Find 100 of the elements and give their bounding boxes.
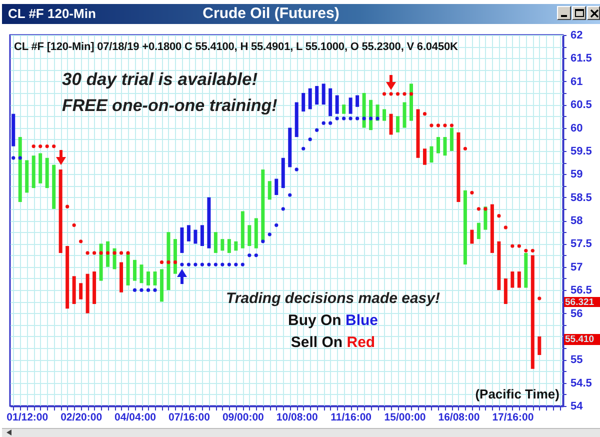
- bar: [423, 148, 426, 165]
- point: [234, 262, 238, 266]
- point: [173, 260, 178, 264]
- y-tick-label: 59.5: [570, 145, 592, 158]
- x-tick-label: 11/16:00: [330, 412, 372, 424]
- point: [476, 207, 481, 211]
- bar: [274, 178, 278, 195]
- bar: [470, 230, 474, 244]
- bar: [524, 252, 528, 288]
- bar: [490, 204, 494, 253]
- point: [356, 116, 360, 120]
- point: [52, 144, 56, 148]
- point: [79, 240, 83, 244]
- bar: [268, 181, 272, 200]
- point: [274, 223, 278, 227]
- point: [315, 128, 319, 132]
- annotation: 30 day trial is available!: [62, 69, 258, 90]
- bar: [530, 255, 534, 369]
- point: [504, 226, 508, 230]
- bar: [315, 86, 319, 105]
- point: [248, 253, 252, 258]
- point: [45, 144, 49, 148]
- point: [396, 92, 400, 96]
- x-tick-label: 10/08:00: [276, 412, 318, 424]
- bar: [450, 128, 454, 151]
- point: [240, 262, 244, 266]
- point: [207, 262, 211, 266]
- bar: [402, 102, 406, 128]
- point: [463, 146, 468, 150]
- point: [430, 124, 434, 128]
- annotation: Buy On Blue: [288, 312, 378, 329]
- bar: [92, 272, 96, 304]
- point: [524, 248, 528, 252]
- point: [335, 116, 339, 120]
- point: [450, 124, 454, 128]
- x-tick-label: 01/12:00: [6, 412, 48, 424]
- bar: [45, 158, 49, 188]
- point: [362, 116, 366, 120]
- y-tick-label: 56: [570, 308, 583, 320]
- y-tick-label: 58: [570, 215, 583, 227]
- x-axis-title: (Pacific Time): [475, 386, 560, 402]
- point: [302, 146, 306, 150]
- bar: [214, 232, 218, 253]
- x-tick-label: 15/00:00: [384, 412, 426, 424]
- point: [153, 288, 157, 292]
- bar: [504, 278, 508, 304]
- y-tick-label: 56.5: [570, 284, 592, 297]
- bar: [99, 244, 103, 281]
- point: [32, 144, 36, 148]
- point: [436, 124, 440, 128]
- bar: [328, 88, 332, 116]
- point: [322, 121, 326, 125]
- bar: [362, 92, 366, 128]
- annotation: FREE one-on-one training!: [62, 96, 278, 116]
- bar: [463, 190, 467, 265]
- point: [530, 248, 534, 252]
- point: [402, 92, 406, 96]
- bar: [281, 158, 285, 188]
- bar: [38, 153, 42, 184]
- bar: [294, 102, 298, 138]
- point: [146, 288, 150, 292]
- text: 55.410: [564, 334, 600, 345]
- bar: [497, 241, 501, 290]
- y-tick-label: 57: [570, 261, 583, 274]
- y-tick-label: 60.5: [570, 99, 592, 112]
- point: [99, 251, 103, 255]
- bar: [308, 88, 312, 110]
- bar: [180, 227, 184, 253]
- bar: [194, 230, 198, 244]
- bar: [342, 104, 346, 114]
- y-tick-label: 57.5: [570, 238, 592, 250]
- bar: [160, 269, 164, 302]
- bar: [140, 264, 144, 284]
- bar: [382, 109, 386, 121]
- bar: [302, 92, 306, 112]
- bar: [476, 222, 480, 240]
- y-tick-label: 61: [570, 76, 583, 88]
- bar: [200, 225, 204, 246]
- x-tick-label: 16/08:00: [438, 412, 480, 424]
- point: [86, 251, 90, 255]
- bar: [66, 246, 70, 309]
- point: [348, 116, 352, 120]
- text: CL #F 120-Min: [8, 6, 96, 21]
- bar: [126, 252, 130, 286]
- y-tick-label: 54: [570, 400, 584, 412]
- bar: [254, 218, 258, 248]
- bar: [538, 336, 542, 355]
- y-tick-label: 58.5: [570, 192, 592, 204]
- point: [220, 262, 224, 266]
- y-tick-label: 62: [570, 30, 583, 42]
- bar: [12, 114, 16, 146]
- point: [389, 92, 393, 96]
- x-tick-label: 17/16:00: [492, 412, 534, 424]
- bar: [18, 137, 22, 202]
- point: [484, 207, 488, 211]
- bar: [220, 239, 224, 251]
- point: [160, 260, 164, 264]
- point: [308, 138, 312, 142]
- point: [106, 251, 110, 255]
- point: [342, 116, 346, 120]
